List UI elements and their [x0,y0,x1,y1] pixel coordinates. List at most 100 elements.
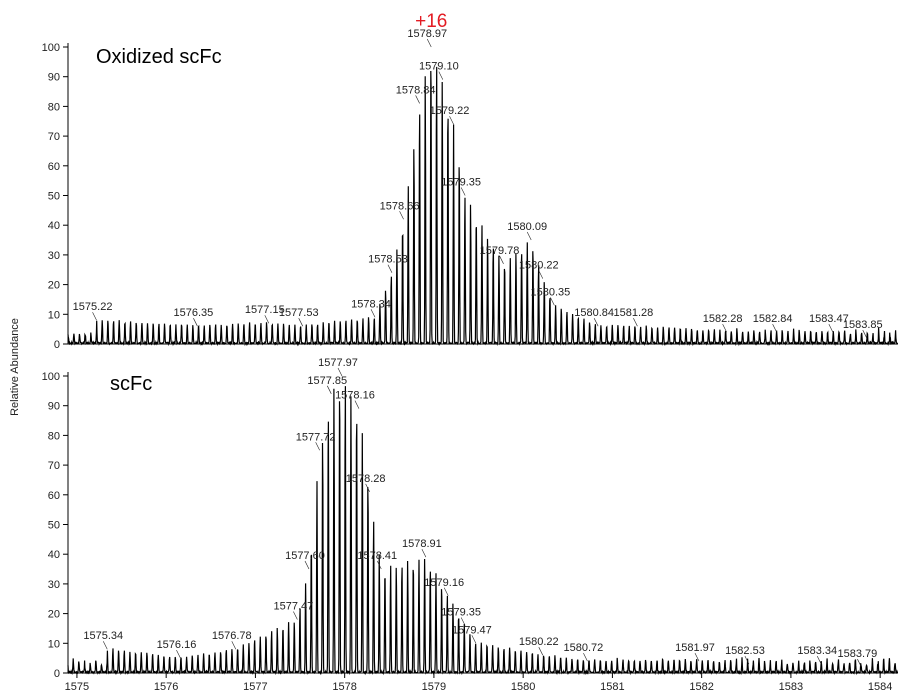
peak-label: 1582.53 [725,645,765,657]
peak-label: 1579.22 [430,105,470,117]
y-tick-label: 0 [54,339,60,351]
peak-leader [421,549,427,558]
y-tick-label: 50 [48,520,60,532]
peak-label: 1581.97 [675,642,715,654]
panel-title: scFc [110,373,152,395]
y-tick-label: 100 [42,42,60,54]
x-tick-label: 1577 [243,681,267,693]
peak-label: 1579.16 [424,577,464,589]
y-tick-label: 40 [48,220,60,232]
peak-label: 1577.85 [307,375,347,387]
peak-leader [438,71,444,80]
peak-label: 1579.78 [480,245,520,257]
panel-title: Oxidized scFc [96,46,222,68]
peak-leader [816,655,822,665]
peak-label: 1578.97 [407,28,447,40]
peak-leader [365,483,370,492]
x-tick-label: 1579 [422,681,446,693]
peak-leader [460,617,466,626]
peak-label: 1583.85 [843,319,883,331]
x-tick-label: 1578 [332,681,356,693]
peak-label: 1578.16 [335,390,375,402]
peak-leader [550,297,555,306]
y-tick-label: 80 [48,101,60,113]
peak-leader [426,38,432,48]
peak-leader [862,329,868,339]
y-tick-label: 20 [48,280,60,292]
peak-label: 1575.22 [73,301,113,313]
y-tick-label: 40 [48,549,60,561]
peak-leader [722,323,727,333]
peak-label: 1578.53 [368,254,408,266]
peak-leader [449,116,454,125]
peak-label: 1576.35 [174,307,214,319]
peak-label: 1579.10 [419,61,459,73]
y-axis-label: Relative Abundance [9,318,21,416]
y-tick-label: 0 [54,668,60,680]
y-tick-label: 10 [48,638,60,650]
y-tick-label: 30 [48,579,60,591]
peak-leader [176,650,181,659]
peak-leader [387,264,393,273]
peak-label: 1578.34 [351,298,391,310]
peak-label: 1577.47 [273,601,313,613]
spectrum-line [67,386,898,676]
peak-label: 1578.66 [380,200,420,212]
peak-leader [633,318,638,327]
x-tick-label: 1582 [689,681,713,693]
x-tick-label: 1584 [868,681,892,693]
x-tick-label: 1576 [154,681,178,693]
peak-leader [538,270,544,279]
peak-label: 1577.97 [318,357,358,369]
spectrum-line [67,66,898,347]
y-tick-label: 80 [48,430,60,442]
peak-label: 1578.28 [346,473,386,485]
peak-label: 1579.35 [441,177,481,189]
peak-leader [327,385,332,394]
x-tick-label: 1580 [511,681,535,693]
peak-label: 1583.47 [809,313,849,325]
peak-label: 1577.72 [296,431,336,443]
peak-leader [370,309,376,318]
peak-label: 1582.28 [703,313,743,325]
peak-label: 1578.91 [402,538,442,550]
peak-label: 1576.78 [212,630,252,642]
peak-leader [399,211,404,220]
peak-leader [772,323,777,333]
y-tick-label: 20 [48,609,60,621]
peak-leader [193,318,198,327]
peak-label: 1576.16 [157,639,197,651]
peak-leader [443,587,449,596]
peak-label: 1580.72 [564,642,604,654]
peak-leader [337,367,343,377]
peak-label: 1582.84 [753,313,793,325]
peak-leader [744,655,750,665]
peak-leader [304,560,310,570]
peak-label: 1583.79 [838,648,878,660]
x-tick-label: 1581 [600,681,624,693]
peak-leader [298,318,303,327]
y-tick-label: 90 [48,72,60,84]
y-tick-label: 30 [48,250,60,262]
y-tick-label: 90 [48,401,60,413]
peak-label: 1575.34 [83,630,123,642]
peak-leader [460,187,466,196]
y-tick-label: 70 [48,131,60,143]
y-tick-label: 60 [48,161,60,173]
peak-label: 1580.22 [519,260,559,272]
y-tick-label: 60 [48,490,60,502]
peak-leader [231,641,237,650]
mass-shift-label: +16 [415,11,447,32]
peak-label: 1580.84 [574,307,614,319]
peak-leader [694,652,700,662]
peak-label: 1577.15 [245,304,285,316]
peak-label: 1577.60 [285,550,325,562]
peak-leader [471,635,477,644]
y-tick-label: 10 [48,309,60,321]
peak-leader [376,560,382,570]
peak-leader [103,641,108,650]
peak-label: 1581.28 [614,307,654,319]
peak-leader [499,255,504,264]
peak-label: 1577.53 [279,307,319,319]
